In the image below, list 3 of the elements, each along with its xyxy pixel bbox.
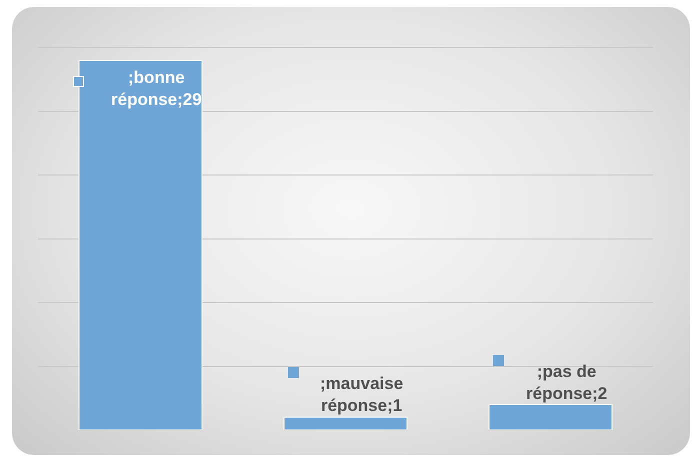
data-label: ;bonne réponse;29 — [111, 68, 202, 110]
data-label: ;mauvaise réponse;1 — [320, 374, 404, 416]
data-label: ;pas de réponse;2 — [526, 362, 608, 404]
